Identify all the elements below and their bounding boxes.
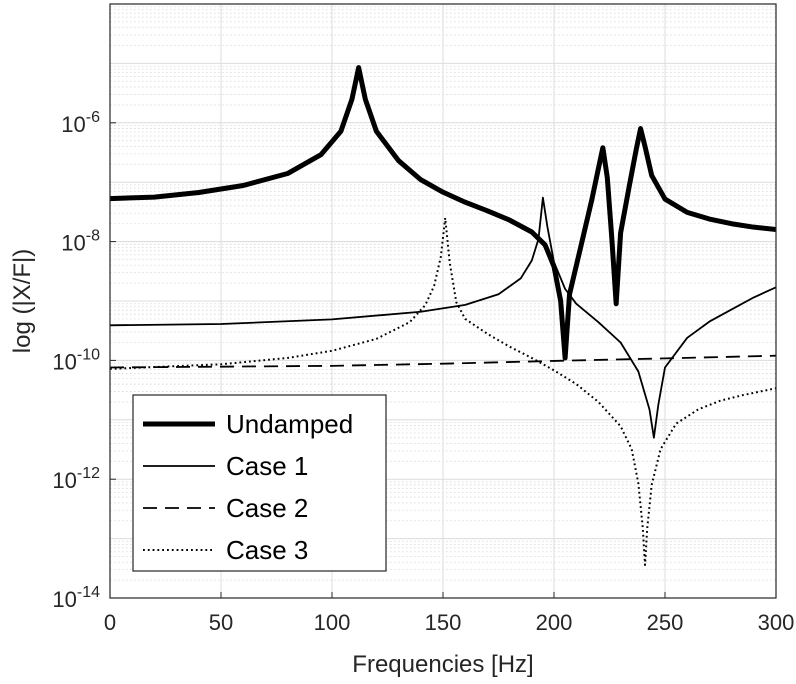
- y-axis-label: log (|X/F|): [9, 249, 36, 353]
- x-tick-label: 200: [536, 610, 573, 635]
- legend-entry: Undamped: [143, 409, 353, 439]
- legend: Undamped Case 1 Case 2 Case 3: [132, 394, 387, 572]
- legend-entry: Case 2: [143, 493, 308, 523]
- y-tick-label: 10-14: [52, 584, 100, 612]
- y-tick-label: 10-6: [61, 109, 100, 137]
- x-tick-label: 250: [647, 610, 684, 635]
- series-layer: [110, 65, 776, 566]
- legend-label: Case 2: [226, 493, 308, 523]
- x-tick-label: 50: [209, 610, 233, 635]
- y-tick-label: 10-8: [61, 228, 100, 256]
- x-tick-label: 300: [758, 610, 795, 635]
- legend-label: Case 3: [226, 535, 308, 565]
- x-tick-label: 0: [104, 610, 116, 635]
- x-tick-label: 100: [314, 610, 351, 635]
- series-line-2: [110, 196, 776, 439]
- x-ticks: 0 50 100 150 200 250 300: [104, 592, 794, 635]
- y-tick-label: 10-12: [52, 465, 100, 493]
- legend-label: Undamped: [226, 409, 353, 439]
- x-axis-label: Frequencies [Hz]: [352, 651, 533, 678]
- y-ticks: 10-14 10-12 10-10 10-8 10-6: [52, 109, 116, 612]
- series-line-3: [110, 354, 776, 369]
- legend-box: [132, 394, 387, 572]
- y-tick-label: 10-10: [52, 346, 100, 374]
- legend-entry: Case 3: [143, 535, 308, 565]
- legend-label: Case 1: [226, 451, 308, 481]
- x-tick-label: 150: [425, 610, 462, 635]
- series-line-1: [110, 65, 776, 361]
- legend-entry: Case 1: [143, 451, 308, 481]
